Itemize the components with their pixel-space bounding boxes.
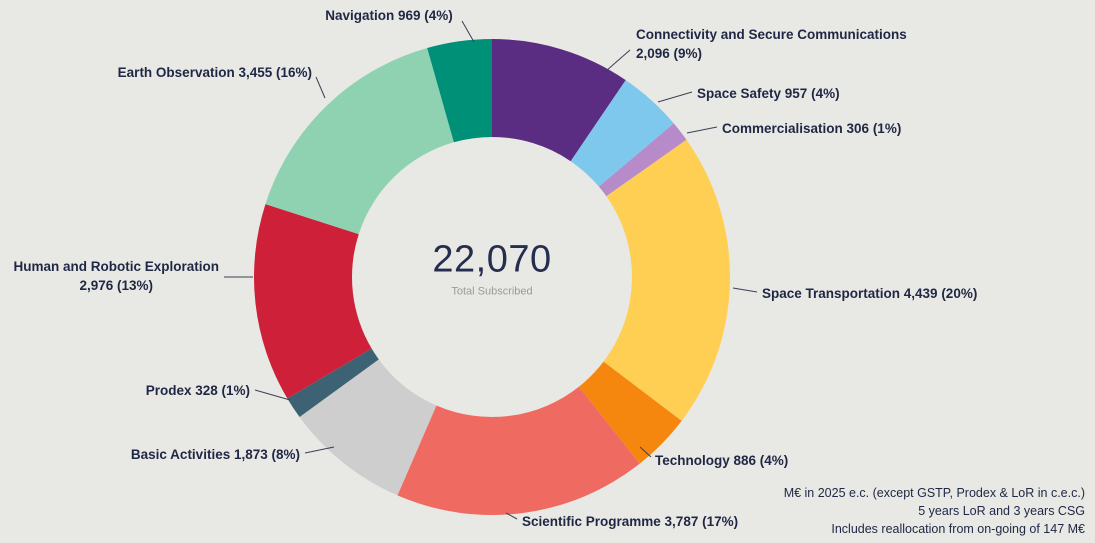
donut-segment-prodex[interactable] xyxy=(287,348,379,418)
donut-segment-earth-observation[interactable] xyxy=(265,48,454,235)
footnotes: M€ in 2025 e.c. (except GSTP, Prodex & L… xyxy=(784,484,1085,538)
segment-label-space-transportation: Space Transportation 4,439 (20%) xyxy=(762,286,978,301)
donut-segment-connectivity-and-secure-communications[interactable] xyxy=(492,39,626,162)
donut-segment-navigation[interactable] xyxy=(427,39,492,143)
segment-label-navigation: Navigation 969 (4%) xyxy=(325,8,453,23)
segment-label-basic-activities: Basic Activities 1,873 (8%) xyxy=(130,447,300,462)
segment-label-human-and-robotic-exploration: Human and Robotic Exploration 2,976 (13%) xyxy=(13,259,219,293)
donut-segment-basic-activities[interactable] xyxy=(299,359,437,496)
footnote-reallocation: Includes reallocation from on-going of 1… xyxy=(831,521,1085,536)
donut-segment-space-transportation[interactable] xyxy=(603,139,731,421)
leader-line-prodex xyxy=(254,389,291,401)
donut-segment-scientific-programme[interactable] xyxy=(397,386,640,516)
segment-label-earth-observation: Earth Observation 3,455 (16%) xyxy=(117,65,312,80)
leader-line-commercialisation xyxy=(686,126,718,134)
footnote-duration: 5 years LoR and 3 years CSG xyxy=(918,503,1085,518)
total-subscribed-caption: Total Subscribed xyxy=(451,285,533,298)
leader-line-earth-observation xyxy=(315,76,326,99)
donut-segment-commercialisation[interactable] xyxy=(598,123,687,197)
footnote-currency: M€ in 2025 e.c. (except GSTP, Prodex & L… xyxy=(783,485,1085,500)
donut-segment-technology[interactable] xyxy=(578,361,682,464)
leader-line-technology xyxy=(639,446,652,458)
donut-segment-human-and-robotic-exploration[interactable] xyxy=(254,204,372,399)
leader-line-scientific-programme xyxy=(505,512,518,520)
segment-label-commercialisation: Commercialisation 306 (1%) xyxy=(722,121,902,136)
total-subscribed-value: 22,070 xyxy=(432,238,552,281)
segment-label-scientific-programme: Scientific Programme 3,787 (17%) xyxy=(522,514,739,529)
leader-line-basic-activities xyxy=(304,446,335,454)
leader-line-space-safety xyxy=(657,91,693,103)
segment-label-prodex: Prodex 328 (1%) xyxy=(145,383,250,398)
leader-line-space-transportation xyxy=(732,287,758,293)
leader-line-navigation xyxy=(461,20,475,43)
segment-label-technology: Technology 886 (4%) xyxy=(655,453,789,468)
donut-center: 22,070 Total Subscribed xyxy=(432,239,551,298)
donut-segment-space-safety[interactable] xyxy=(570,80,674,187)
segment-label-connectivity-and-secure-communications: Connectivity and Secure Communications 2,… xyxy=(636,27,907,61)
leader-line-connectivity-and-secure-communications xyxy=(605,49,631,72)
segment-label-space-safety: Space Safety 957 (4%) xyxy=(697,86,840,101)
